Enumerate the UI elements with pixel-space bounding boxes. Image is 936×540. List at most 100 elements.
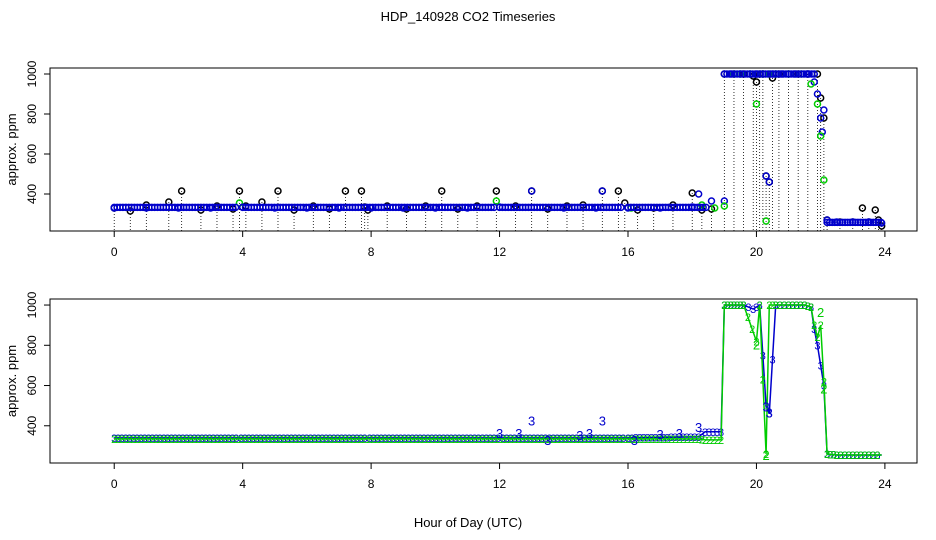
data-point-blue	[771, 70, 780, 78]
y-tick-label: 600	[25, 375, 39, 395]
panel-1: 0 4 8 12 16 20 24 400 600 800 1000 approx. ppm	[4, 60, 918, 259]
data-marker-blue: 3	[745, 302, 751, 314]
data-marker-blue: 3	[714, 427, 720, 439]
data-marker-blue: 3	[766, 406, 773, 421]
data-marker-green: 2	[464, 434, 470, 446]
data-marker-green: 2	[280, 434, 286, 446]
data-marker-blue: 3	[874, 450, 880, 462]
data-point-blue	[859, 218, 867, 227]
data-point-green	[816, 132, 825, 140]
data-marker-green: 2	[777, 300, 783, 312]
data-marker-green: 2	[296, 434, 302, 446]
data-marker-green: 2	[195, 434, 201, 446]
data-marker-blue: 3	[766, 409, 772, 421]
data-marker-green: 2	[409, 434, 415, 446]
data-point-black	[357, 187, 366, 195]
data-marker-green: 2	[460, 434, 466, 446]
data-marker-green: 2	[511, 434, 517, 446]
data-marker-green: 2	[161, 434, 167, 446]
data-point-blue	[231, 203, 240, 212]
data-point-black	[177, 187, 186, 195]
data-marker-green: 2	[386, 434, 392, 446]
data-marker-green: 2	[818, 320, 824, 332]
data-marker-blue: 3	[794, 300, 800, 312]
data-marker-green: 2	[554, 434, 560, 446]
data-marker-green: 2	[229, 434, 235, 446]
data-marker-green: 2	[504, 434, 510, 446]
data-marker-green: 2	[153, 434, 159, 446]
data-marker-green: 2	[821, 377, 827, 389]
data-marker-green: 2	[706, 435, 712, 447]
data-marker-blue: 3	[850, 450, 856, 462]
data-marker-green: 2	[191, 434, 197, 446]
x-tick-label: 16	[621, 245, 635, 259]
data-point-blue	[762, 172, 770, 180]
y-axis-label: approx. ppm	[4, 113, 19, 185]
data-marker-green: 2	[242, 434, 248, 446]
data-marker-green: 2	[811, 320, 817, 332]
data-point-black	[614, 187, 623, 195]
data-marker-green: 2	[472, 434, 478, 446]
data-point-blue	[836, 218, 844, 227]
data-marker-green: 2	[762, 448, 769, 463]
data-marker-green: 2	[531, 434, 537, 446]
data-point-black	[235, 187, 244, 195]
y-tick-label: 1000	[25, 291, 39, 318]
data-marker-green: 2	[814, 332, 820, 344]
data-marker-green: 2	[273, 434, 279, 446]
data-marker-blue: 3	[737, 300, 743, 312]
data-point-black	[820, 114, 828, 122]
data-point-blue	[841, 218, 849, 227]
data-marker-green: 2	[862, 450, 868, 462]
data-point-blue	[872, 218, 880, 227]
data-point-blue	[800, 70, 808, 78]
data-marker-green: 2	[757, 300, 763, 312]
data-marker-green: 2	[802, 300, 808, 312]
data-marker-green: 2	[238, 434, 244, 446]
x-tick-label: 12	[493, 245, 507, 259]
data-marker-green: 2	[581, 434, 587, 446]
data-marker-green: 2	[827, 449, 833, 461]
data-marker-green: 2	[616, 434, 622, 446]
data-point-blue	[807, 70, 816, 78]
data-marker-green: 2	[491, 434, 497, 446]
data-marker-green: 2	[172, 434, 178, 446]
data-marker-blue: 3	[862, 450, 868, 462]
data-marker-blue: 3	[695, 420, 702, 435]
data-marker-blue: 3	[496, 426, 503, 441]
data-marker-blue: 3	[777, 300, 783, 312]
data-point-blue	[874, 218, 883, 227]
data-marker-green: 2	[261, 434, 267, 446]
data-marker-blue: 3	[696, 432, 702, 444]
data-marker-green: 2	[187, 434, 193, 446]
data-marker-green: 2	[710, 435, 716, 447]
data-marker-blue: 3	[834, 450, 840, 462]
data-marker-green: 2	[608, 434, 614, 446]
data-marker-green: 2	[378, 434, 384, 446]
data-marker-green: 2	[429, 434, 435, 446]
data-marker-green: 2	[597, 434, 603, 446]
data-marker-green: 2	[645, 434, 651, 446]
data-marker-blue: 3	[544, 433, 551, 448]
data-marker-green: 2	[315, 434, 321, 446]
data-point-blue	[751, 70, 759, 78]
x-tick-label: 0	[111, 477, 118, 491]
data-marker-green: 2	[850, 450, 856, 462]
data-point-blue	[779, 70, 788, 78]
data-point-blue	[487, 203, 495, 212]
data-marker-green: 2	[398, 434, 404, 446]
data-marker-green: 2	[724, 300, 730, 312]
data-point-blue	[831, 218, 839, 227]
data-marker-green: 2	[672, 434, 678, 446]
data-point-green	[820, 176, 828, 184]
data-marker-green: 2	[641, 434, 647, 446]
chart-title: HDP_140928 CO2 Timeseries	[380, 9, 556, 24]
data-point-blue	[789, 70, 798, 78]
data-marker-green: 2	[874, 450, 880, 462]
data-point-blue	[846, 218, 854, 227]
data-marker-green: 2	[620, 434, 626, 446]
data-marker-green: 2	[741, 300, 747, 312]
data-point-blue	[869, 218, 878, 227]
data-marker-green: 2	[425, 434, 431, 446]
data-point-blue	[833, 218, 842, 227]
